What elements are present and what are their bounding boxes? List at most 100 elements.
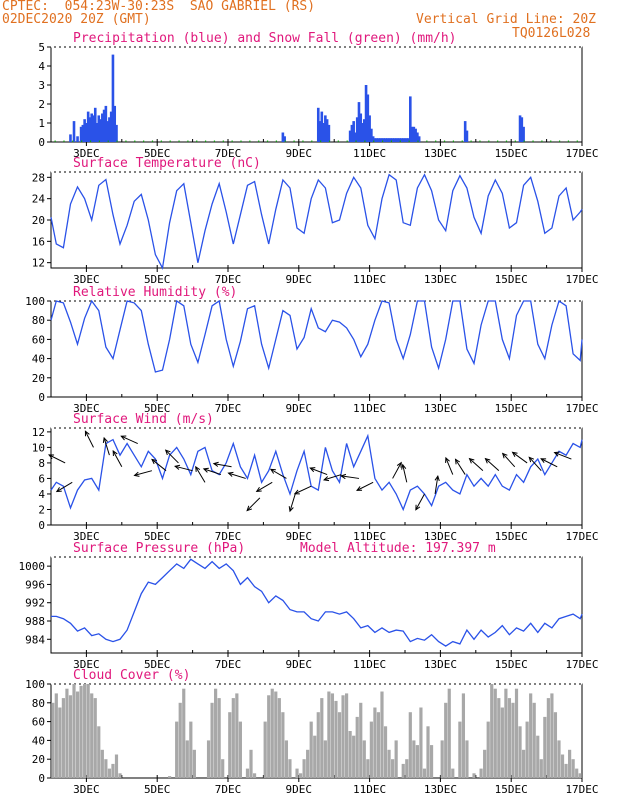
x-tick-label: 11DEC — [353, 658, 386, 671]
y-tick-label: 28 — [32, 171, 45, 184]
snow-mark — [435, 140, 437, 142]
snow-mark — [426, 140, 428, 142]
x-tick-label: 15DEC — [495, 530, 528, 543]
precip-bar — [414, 128, 417, 142]
cloud-bar — [578, 773, 582, 778]
cloud-bar — [306, 749, 310, 778]
precip-bar — [357, 102, 361, 142]
wind-arrow — [294, 485, 312, 495]
cloud-bar — [206, 740, 211, 778]
wind-arrowhead — [120, 435, 127, 441]
cloud-bar — [75, 691, 80, 778]
y-tick-label: 2 — [38, 503, 45, 516]
y-tick-label: 60 — [32, 716, 45, 729]
cloud-bar — [525, 721, 529, 778]
panel-frame — [50, 300, 583, 398]
y-tick-label: 100 — [25, 295, 45, 308]
wind-arrowhead — [445, 456, 450, 463]
wind-arrow — [341, 475, 360, 479]
wind-arrow — [415, 493, 425, 511]
cloud-bar — [536, 735, 540, 778]
cloud-bar — [221, 759, 225, 778]
x-tick-label: 17DEC — [565, 147, 598, 160]
y-tick-label: 16 — [32, 235, 45, 248]
cloud-bar — [440, 740, 444, 778]
panel-title: Surface Wind (m/s) — [73, 412, 214, 427]
wind-arrowhead — [174, 464, 181, 470]
x-tick-label: 3DEC — [73, 783, 100, 796]
wind-arrowhead — [340, 473, 347, 480]
panel-title: Cloud Cover (%) — [73, 668, 190, 683]
cloud-bar — [422, 768, 427, 778]
temp-line — [50, 173, 583, 271]
snow-mark — [488, 140, 490, 142]
wind-arrowhead — [288, 506, 294, 513]
wind-arrowhead — [227, 471, 234, 477]
precip-bar — [104, 105, 108, 142]
cloud-bar — [483, 749, 487, 778]
snow-mark — [550, 140, 552, 142]
precip-bar — [106, 121, 109, 142]
precip-bar — [283, 136, 286, 142]
cloud-bar — [118, 773, 122, 778]
precip-bar — [361, 123, 364, 142]
x-tick-label: 9DEC — [286, 273, 313, 286]
precip-bar — [348, 130, 352, 142]
snow-mark — [116, 140, 118, 142]
panel-wind: Surface Wind (m/s) 0 2 4 6 8 10 12 3DEC 5DEC 7DEC 9… — [32, 412, 599, 543]
y-tick-label: 12 — [32, 257, 45, 270]
precip-bar — [373, 138, 377, 142]
cloud-bar — [451, 768, 455, 778]
wind-arrowhead — [309, 467, 316, 473]
wind-arrow — [445, 457, 454, 475]
wind-arrow — [151, 459, 167, 472]
pressure-line — [51, 558, 583, 647]
precip-bar — [72, 121, 76, 142]
cloud-bar — [90, 693, 94, 778]
precip-bar — [380, 138, 384, 142]
precip-bar — [366, 94, 370, 142]
wind-arrowhead — [246, 505, 253, 512]
wind-arrowhead — [356, 486, 363, 491]
snow-mark — [311, 140, 313, 142]
wind-arrow — [323, 474, 342, 481]
precip-bar — [405, 138, 409, 142]
snow-mark — [390, 140, 393, 142]
cloud-bar — [444, 702, 448, 778]
cloud-bar — [217, 698, 221, 778]
precip-bar — [88, 117, 92, 142]
wind-arrowhead — [293, 489, 300, 495]
cloud-bar — [79, 685, 83, 778]
panel-title: Precipitation (blue) and Snow Fall (gree… — [73, 31, 457, 46]
snow-mark — [364, 140, 366, 142]
snow-mark — [381, 140, 384, 142]
wind-arrowhead — [255, 486, 262, 492]
snow-mark — [541, 140, 543, 142]
y-tick-label: 100 — [25, 678, 45, 691]
precip-bar — [396, 138, 400, 142]
x-tick-label: 15DEC — [495, 402, 528, 415]
cloud-bar — [309, 721, 313, 778]
snow-mark — [63, 140, 65, 142]
y-tick-label: 0 — [38, 136, 45, 149]
x-tick-label: 11DEC — [353, 783, 386, 796]
precip-bar — [400, 138, 403, 142]
snow-mark — [72, 140, 74, 142]
x-tick-label: 5DEC — [144, 147, 171, 160]
snow-mark — [204, 140, 207, 142]
wind-arrowhead — [528, 456, 535, 463]
x-tick-label: 3DEC — [73, 147, 100, 160]
snow-mark — [505, 140, 508, 142]
y-tick-label: 60 — [32, 333, 45, 346]
cloud-bar — [238, 721, 242, 778]
snow-mark — [275, 140, 277, 142]
wind-arrow — [469, 458, 484, 472]
cloud-bar — [514, 688, 519, 778]
precip-bar — [359, 113, 363, 142]
precip-bar — [407, 138, 410, 142]
vertical-grid-note: Vertical Grid Line: 20Z — [416, 12, 597, 27]
precip-bar — [83, 119, 86, 142]
cloud-bar — [100, 749, 104, 778]
wind-arrow — [48, 454, 66, 464]
y-tick-label: 996 — [25, 578, 45, 591]
